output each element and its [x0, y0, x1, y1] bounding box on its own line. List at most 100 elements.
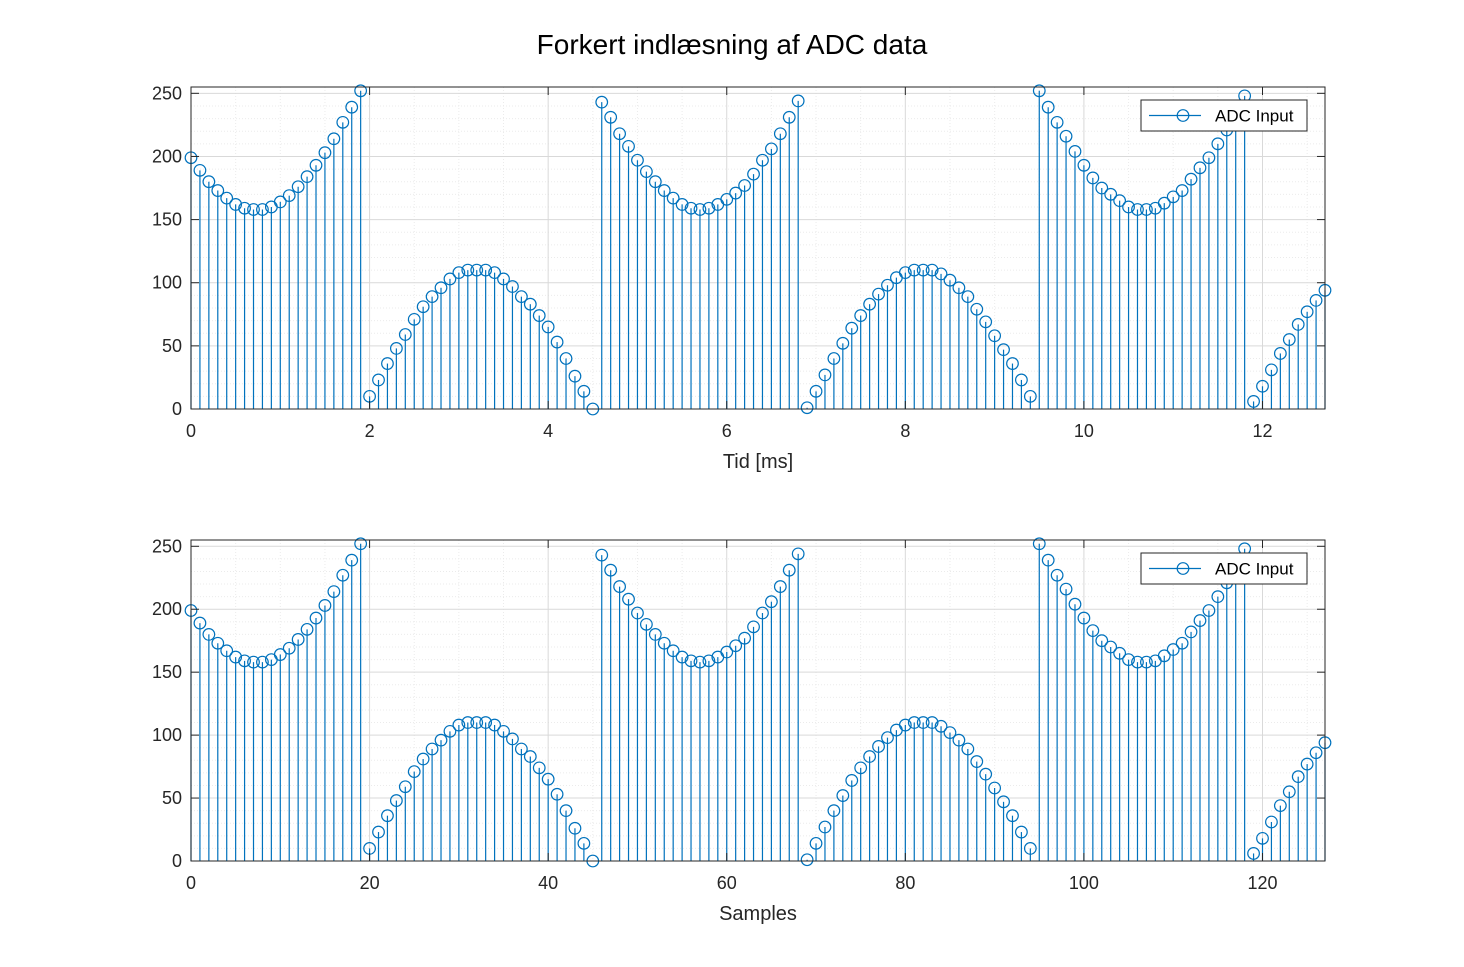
- stem-marker: [211, 184, 225, 197]
- stem-marker: [1265, 363, 1278, 377]
- stem-marker: [952, 733, 966, 747]
- stem-marker: [452, 266, 466, 280]
- stem-marker: [648, 175, 662, 189]
- stem-marker: [1247, 395, 1260, 408]
- stem-marker: [532, 309, 546, 322]
- stem-marker: [238, 201, 251, 215]
- stem-marker: [1086, 624, 1100, 638]
- stem-marker: [693, 203, 707, 216]
- stem-marker: [327, 585, 341, 599]
- stem-marker: [407, 312, 421, 326]
- plot-area: [191, 540, 1325, 861]
- stem-marker: [273, 195, 287, 209]
- stem-marker: [550, 335, 564, 349]
- stem-marker: [684, 654, 698, 668]
- stem-marker: [1122, 200, 1135, 214]
- stem-marker: [1104, 640, 1118, 654]
- stem-marker: [782, 110, 796, 124]
- stem-marker: [809, 384, 823, 398]
- stem-marker: [720, 192, 734, 206]
- y-tick-label: 150: [152, 662, 182, 682]
- stem-marker: [1122, 653, 1135, 666]
- stem-marker: [988, 781, 1002, 795]
- stem-marker: [720, 645, 734, 659]
- x-tick-label: 10: [1074, 421, 1094, 441]
- stem-marker: [639, 165, 653, 179]
- stem-marker: [613, 580, 626, 593]
- stem-marker: [523, 750, 537, 763]
- stem-marker: [791, 94, 805, 108]
- y-tick-label: 50: [162, 336, 182, 356]
- stem-marker: [898, 718, 912, 732]
- stem-marker: [1291, 770, 1305, 784]
- stem-marker: [1077, 158, 1091, 172]
- stem-marker: [1086, 171, 1100, 185]
- stem-marker: [756, 606, 769, 620]
- stem-marker: [666, 191, 680, 205]
- stem-marker: [738, 631, 752, 645]
- stem-marker: [345, 100, 359, 114]
- stem-marker: [559, 804, 573, 818]
- stem-marker: [1113, 194, 1127, 208]
- stem-marker: [1140, 203, 1153, 216]
- stem-marker: [381, 357, 394, 370]
- stem-marker: [800, 853, 814, 867]
- stem-marker: [1184, 172, 1198, 186]
- stem-marker: [389, 794, 403, 807]
- x-tick-label: 0: [186, 873, 196, 893]
- stem-marker: [354, 537, 368, 551]
- stem-marker: [1166, 190, 1180, 204]
- stem-marker: [479, 716, 493, 729]
- stem-marker: [800, 401, 814, 415]
- stem-marker: [1041, 100, 1055, 114]
- stem-marker: [220, 191, 234, 205]
- stem-marker: [532, 761, 546, 775]
- stem-marker: [1256, 831, 1269, 845]
- stem-marker: [747, 620, 760, 634]
- stem-marker: [1309, 746, 1323, 760]
- stem-marker: [836, 336, 850, 350]
- stem-marker: [1202, 604, 1216, 617]
- stem-marker: [229, 198, 243, 211]
- stem-marker: [1059, 582, 1073, 596]
- stem-marker: [1041, 553, 1055, 567]
- stem-marker: [309, 611, 323, 625]
- stem-marker: [488, 266, 501, 280]
- stem-marker: [675, 650, 689, 664]
- stem-marker: [193, 163, 207, 177]
- stem-marker: [389, 341, 403, 355]
- legend-marker-swatch: [1176, 562, 1190, 575]
- stem-marker: [1113, 646, 1127, 660]
- stem-marker: [854, 761, 868, 775]
- stem-marker: [434, 733, 448, 747]
- stem-marker: [1300, 305, 1314, 319]
- y-tick-label: 200: [152, 146, 182, 166]
- stem-marker: [934, 267, 948, 281]
- stem-marker: [470, 716, 484, 729]
- x-tick-label: 80: [895, 873, 915, 893]
- stem-marker: [970, 755, 984, 768]
- stem-marker: [818, 368, 832, 382]
- stem-marker: [354, 84, 368, 98]
- stem-marker: [479, 263, 493, 277]
- stem-marker: [827, 352, 841, 365]
- stem-marker: [291, 633, 305, 646]
- stem-marker: [1265, 815, 1278, 829]
- stem-marker: [639, 617, 653, 631]
- y-tick-label: 50: [162, 788, 182, 808]
- y-tick-label: 100: [152, 725, 182, 745]
- x-tick-label: 40: [538, 873, 558, 893]
- legend-marker-swatch: [1176, 109, 1190, 122]
- stem-marker: [1273, 799, 1287, 813]
- stem-marker: [220, 644, 234, 658]
- stem-marker: [1193, 614, 1207, 627]
- stem-marker: [997, 343, 1010, 357]
- stem-marker: [809, 836, 823, 850]
- legend-entry-label: ADC Input: [1215, 107, 1294, 126]
- stem-marker: [988, 329, 1002, 343]
- stem-marker: [961, 290, 975, 304]
- stem-marker: [318, 146, 332, 160]
- stem-marker: [943, 273, 957, 287]
- x-tick-label: 2: [365, 421, 375, 441]
- stem-marker: [506, 280, 519, 293]
